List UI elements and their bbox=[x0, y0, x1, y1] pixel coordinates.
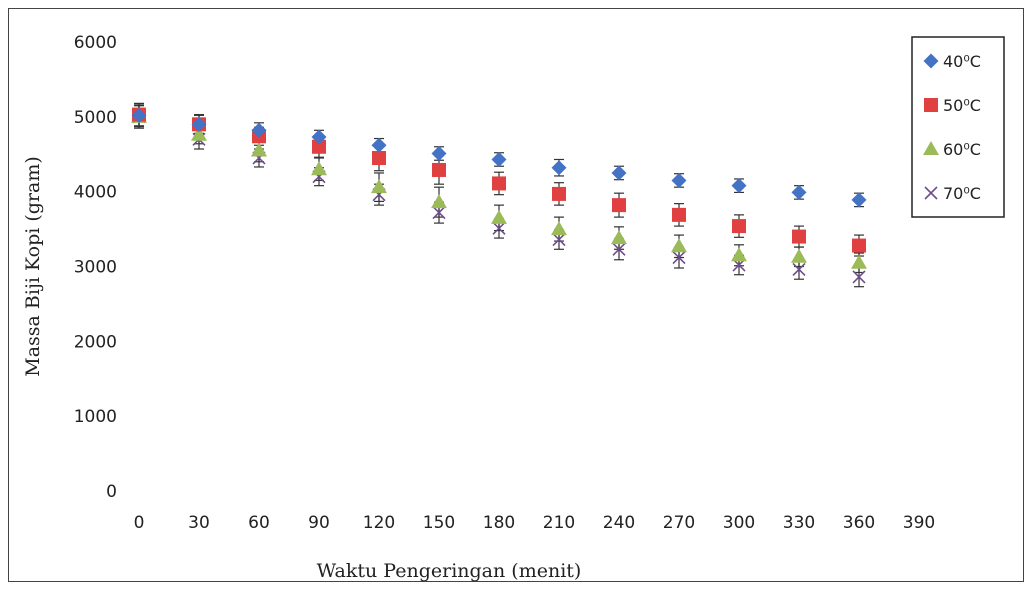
point-triangle bbox=[671, 238, 687, 253]
point-diamond bbox=[731, 178, 747, 194]
y-tick-label: 5000 bbox=[74, 108, 117, 128]
point-diamond bbox=[791, 184, 807, 200]
point-diamond bbox=[311, 129, 327, 145]
x-tick-label: 150 bbox=[423, 513, 455, 533]
x-tick-label: 0 bbox=[134, 513, 145, 533]
point-diamond bbox=[671, 172, 687, 188]
point-triangle bbox=[311, 161, 327, 176]
y-tick-label: 3000 bbox=[74, 258, 117, 278]
legend-label: 60⁰C bbox=[943, 140, 981, 159]
point-x bbox=[612, 242, 626, 256]
point-square bbox=[492, 176, 506, 191]
legend-marker-diamond bbox=[923, 53, 939, 69]
point-square bbox=[552, 186, 566, 201]
point-triangle bbox=[251, 142, 267, 157]
point-diamond bbox=[491, 151, 507, 167]
point-x bbox=[672, 250, 686, 265]
x-tick-label: 180 bbox=[483, 513, 515, 533]
point-x bbox=[492, 221, 506, 235]
y-tick-label: 6000 bbox=[74, 33, 117, 53]
y-tick-label: 0 bbox=[106, 482, 117, 502]
point-triangle bbox=[191, 126, 207, 141]
point-square bbox=[612, 198, 626, 213]
scatter-chart: 0 1000 2000 3000 4000 5000 6000 0 30 60 90 120 150 1… bbox=[22, 33, 1005, 582]
point-diamond bbox=[851, 192, 867, 208]
point-diamond bbox=[431, 146, 447, 162]
point-square bbox=[792, 229, 806, 244]
legend-marker-triangle bbox=[923, 141, 939, 155]
legend-label: 70⁰C bbox=[943, 184, 981, 203]
legend-marker-x bbox=[924, 186, 938, 200]
error-bars bbox=[134, 102, 864, 288]
x-tick-label: 90 bbox=[308, 513, 330, 533]
point-diamond bbox=[551, 160, 567, 176]
point-square bbox=[852, 238, 866, 253]
point-triangle bbox=[431, 194, 447, 209]
y-tick-label: 1000 bbox=[74, 407, 117, 427]
x-tick-label: 120 bbox=[363, 513, 395, 533]
legend: 40⁰C 50⁰C 60⁰C 70⁰C bbox=[911, 36, 1005, 218]
point-triangle bbox=[371, 179, 387, 194]
legend-label: 50⁰C bbox=[943, 96, 981, 115]
point-diamond bbox=[251, 122, 267, 138]
point-diamond bbox=[191, 116, 207, 132]
x-tick-label: 60 bbox=[248, 513, 270, 533]
x-axis-ticks: 0 30 60 90 120 150 180 210 240 270 300 330 360 390 bbox=[134, 513, 936, 533]
x-tick-label: 360 bbox=[843, 513, 875, 533]
point-diamond bbox=[371, 137, 387, 153]
point-x bbox=[552, 232, 566, 247]
point-x bbox=[792, 262, 806, 277]
x-tick-label: 270 bbox=[663, 513, 695, 533]
point-triangle bbox=[491, 209, 507, 224]
point-triangle bbox=[551, 221, 567, 236]
point-x bbox=[852, 270, 866, 284]
point-x bbox=[432, 206, 446, 220]
y-axis-title: Massa Biji Kopi (gram) bbox=[22, 156, 44, 377]
point-triangle bbox=[791, 248, 807, 263]
legend-marker-square bbox=[924, 98, 938, 112]
point-triangle bbox=[731, 247, 747, 262]
point-square bbox=[432, 162, 446, 177]
x-tick-label: 390 bbox=[903, 513, 935, 533]
x-axis-title: Waktu Pengeringan (menit) bbox=[317, 560, 582, 582]
x-tick-label: 300 bbox=[723, 513, 755, 533]
point-square bbox=[372, 150, 386, 165]
point-triangle bbox=[851, 254, 867, 269]
y-tick-label: 2000 bbox=[74, 332, 117, 352]
point-triangle bbox=[611, 230, 627, 245]
y-tick-label: 4000 bbox=[74, 183, 117, 203]
x-tick-label: 330 bbox=[783, 513, 815, 533]
data-points bbox=[131, 107, 867, 284]
point-square bbox=[732, 219, 746, 234]
x-tick-label: 210 bbox=[543, 513, 575, 533]
point-square bbox=[312, 139, 326, 154]
x-tick-label: 240 bbox=[603, 513, 635, 533]
point-diamond bbox=[131, 107, 147, 123]
chart-frame: 0 1000 2000 3000 4000 5000 6000 0 30 60 90 120 150 1… bbox=[8, 8, 1024, 582]
y-axis-ticks: 0 1000 2000 3000 4000 5000 6000 bbox=[74, 33, 117, 502]
point-square bbox=[672, 207, 686, 222]
legend-box bbox=[911, 36, 1005, 218]
legend-label: 40⁰C bbox=[943, 52, 981, 71]
x-tick-label: 30 bbox=[188, 513, 210, 533]
point-diamond bbox=[611, 165, 627, 181]
